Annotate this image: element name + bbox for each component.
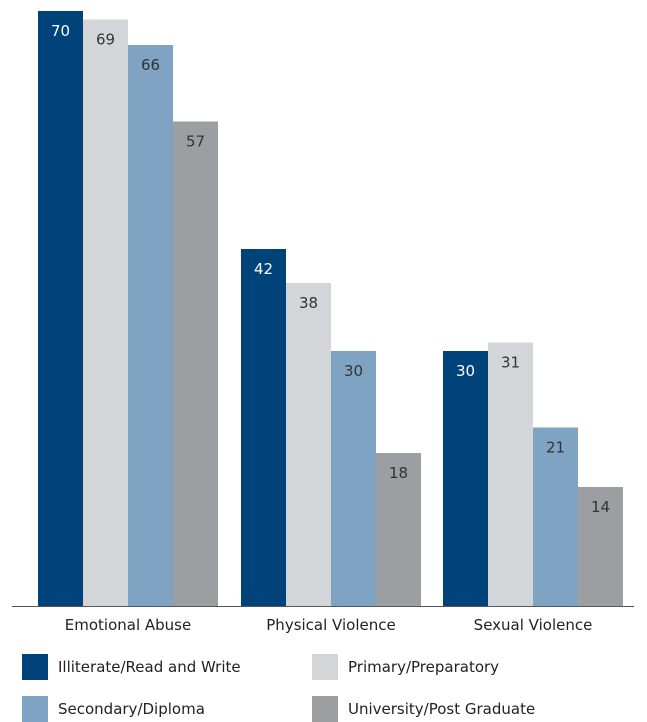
bar <box>376 453 421 606</box>
bar <box>488 342 533 606</box>
category-label: Physical Violence <box>266 616 395 634</box>
bar-value-label: 31 <box>501 354 520 372</box>
bar <box>443 351 488 606</box>
bar-value-label: 38 <box>299 294 318 312</box>
bar-value-label: 42 <box>254 260 273 278</box>
category-label: Sexual Violence <box>474 616 593 634</box>
bar <box>241 249 286 606</box>
legend-swatch <box>22 654 48 680</box>
bar <box>38 11 83 606</box>
bar <box>286 283 331 606</box>
bar <box>173 121 218 606</box>
legend-item-secondary: Secondary/Diploma <box>22 696 205 722</box>
bar <box>533 427 578 606</box>
bar <box>578 487 623 606</box>
bar-value-label: 30 <box>344 362 363 380</box>
legend-swatch <box>312 654 338 680</box>
legend-swatch <box>312 696 338 722</box>
bar-chart: 70 69 66 57 42 38 30 18 30 31 21 14 Emotional Abuse… <box>12 11 634 634</box>
bar-value-label: 14 <box>591 498 610 516</box>
bars-group <box>38 11 623 606</box>
legend-label: Secondary/Diploma <box>58 700 205 718</box>
bar-value-label: 30 <box>456 362 475 380</box>
bar-value-label: 18 <box>389 464 408 482</box>
bar <box>331 351 376 606</box>
category-label: Emotional Abuse <box>65 616 191 634</box>
bar-labels-group: 70 69 66 57 42 38 30 18 30 31 21 14 <box>51 22 610 516</box>
legend-swatch <box>22 696 48 722</box>
legend-label: Primary/Preparatory <box>348 658 500 676</box>
bar-value-label: 70 <box>51 22 70 40</box>
legend-item-university: University/Post Graduate <box>312 696 535 722</box>
legend-label: University/Post Graduate <box>348 700 536 718</box>
category-labels-group: Emotional Abuse Physical Violence Sexual V… <box>65 616 593 634</box>
bar <box>83 19 128 606</box>
bar <box>128 45 173 606</box>
legend-item-illiterate: Illiterate/Read and Write <box>22 654 241 680</box>
legend-label: Illiterate/Read and Write <box>58 658 241 676</box>
bar-value-label: 57 <box>186 133 205 151</box>
legend-item-primary: Primary/Preparatory <box>312 654 499 680</box>
bar-value-label: 66 <box>141 56 160 74</box>
bar-value-label: 21 <box>546 439 565 457</box>
bar-value-label: 69 <box>96 31 115 49</box>
